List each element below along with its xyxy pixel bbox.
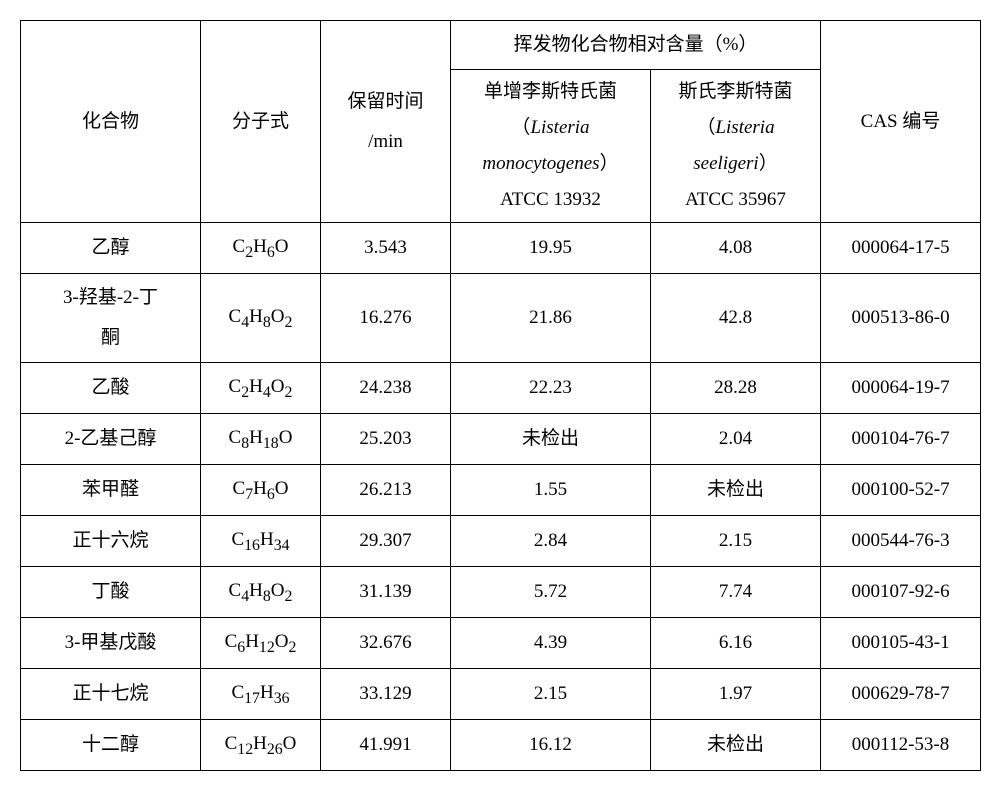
th-formula: 分子式 — [201, 21, 321, 223]
cell-v1: 2.84 — [451, 516, 651, 567]
cell-retention: 33.129 — [321, 669, 451, 720]
cell-cas: 000544-76-3 — [821, 516, 981, 567]
cell-retention: 24.238 — [321, 363, 451, 414]
cell-v1: 4.39 — [451, 618, 651, 669]
th-species2: 斯氏李斯特菌 （Listeria seeligeri） ATCC 35967 — [651, 69, 821, 222]
sp1-l3b: ） — [600, 153, 619, 174]
cell-compound: 3-甲基戊酸 — [21, 618, 201, 669]
sp2-l4: ATCC 35967 — [685, 189, 786, 210]
cell-v1: 21.86 — [451, 274, 651, 363]
cell-compound: 丁酸 — [21, 567, 201, 618]
th-rt-l1: 保留时间 — [347, 91, 423, 112]
th-compound: 化合物 — [21, 21, 201, 223]
cell-retention: 29.307 — [321, 516, 451, 567]
cell-compound: 十二醇 — [21, 720, 201, 771]
cell-formula: C12H26O — [201, 720, 321, 771]
cell-retention: 25.203 — [321, 414, 451, 465]
sp2-l2b: Listeria — [715, 117, 774, 138]
table-row: 正十七烷C17H3633.1292.151.97000629-78-7 — [21, 669, 981, 720]
cell-formula: C16H34 — [201, 516, 321, 567]
table-row: 丁酸C4H8O231.1395.727.74000107-92-6 — [21, 567, 981, 618]
cell-v2: 4.08 — [651, 223, 821, 274]
data-table: 化合物 分子式 保留时间 /min 挥发物化合物相对含量（%） CAS 编号 单… — [20, 20, 981, 771]
cell-cas: 000104-76-7 — [821, 414, 981, 465]
cell-v2: 2.15 — [651, 516, 821, 567]
cell-v2: 2.04 — [651, 414, 821, 465]
table-row: 2-乙基己醇C8H18O25.203未检出2.04000104-76-7 — [21, 414, 981, 465]
table-row: 正十六烷C16H3429.3072.842.15000544-76-3 — [21, 516, 981, 567]
cell-cas: 000105-43-1 — [821, 618, 981, 669]
cell-v1: 19.95 — [451, 223, 651, 274]
cell-v1: 16.12 — [451, 720, 651, 771]
sp2-l3b: ） — [759, 153, 778, 174]
table-row: 十二醇C12H26O41.99116.12未检出000112-53-8 — [21, 720, 981, 771]
cell-v2: 28.28 — [651, 363, 821, 414]
cell-cas: 000107-92-6 — [821, 567, 981, 618]
sp2-l2a: （ — [696, 117, 715, 138]
cell-formula: C7H6O — [201, 465, 321, 516]
cell-v2: 7.74 — [651, 567, 821, 618]
cell-cas: 000513-86-0 — [821, 274, 981, 363]
cell-formula: C2H6O — [201, 223, 321, 274]
th-retention: 保留时间 /min — [321, 21, 451, 223]
cell-v1: 22.23 — [451, 363, 651, 414]
cell-v2: 未检出 — [651, 465, 821, 516]
table-row: 乙酸C2H4O224.23822.2328.28000064-19-7 — [21, 363, 981, 414]
table-row: 3-甲基戊酸C6H12O232.6764.396.16000105-43-1 — [21, 618, 981, 669]
th-cas: CAS 编号 — [821, 21, 981, 223]
th-species1: 单增李斯特氏菌 （Listeria monocytogenes） ATCC 13… — [451, 69, 651, 222]
cell-formula: C4H8O2 — [201, 274, 321, 363]
sp1-l3: monocytogenes — [482, 153, 599, 174]
th-voc: 挥发物化合物相对含量（%） — [451, 21, 821, 70]
cell-v1: 2.15 — [451, 669, 651, 720]
cell-compound: 乙醇 — [21, 223, 201, 274]
cell-v2: 1.97 — [651, 669, 821, 720]
cell-cas: 000112-53-8 — [821, 720, 981, 771]
cell-retention: 26.213 — [321, 465, 451, 516]
cell-retention: 16.276 — [321, 274, 451, 363]
table-body: 乙醇C2H6O3.54319.954.08000064-17-53-羟基-2-丁… — [21, 223, 981, 771]
cell-retention: 32.676 — [321, 618, 451, 669]
sp1-l1: 单增李斯特氏菌 — [484, 81, 617, 102]
cell-cas: 000064-17-5 — [821, 223, 981, 274]
sp1-l4: ATCC 13932 — [500, 189, 601, 210]
sp2-l3: seeligeri — [693, 153, 758, 174]
cell-retention: 31.139 — [321, 567, 451, 618]
cell-cas: 000629-78-7 — [821, 669, 981, 720]
cell-v1: 5.72 — [451, 567, 651, 618]
table-row: 苯甲醛C7H6O26.2131.55未检出000100-52-7 — [21, 465, 981, 516]
cell-formula: C2H4O2 — [201, 363, 321, 414]
cell-v1: 1.55 — [451, 465, 651, 516]
cell-v2: 42.8 — [651, 274, 821, 363]
cell-retention: 41.991 — [321, 720, 451, 771]
table-row: 乙醇C2H6O3.54319.954.08000064-17-5 — [21, 223, 981, 274]
cell-cas: 000100-52-7 — [821, 465, 981, 516]
sp1-l2a: （ — [511, 117, 530, 138]
cell-formula: C17H36 — [201, 669, 321, 720]
cell-formula: C6H12O2 — [201, 618, 321, 669]
table-row: 3-羟基-2-丁酮C4H8O216.27621.8642.8000513-86-… — [21, 274, 981, 363]
cell-v1: 未检出 — [451, 414, 651, 465]
cell-compound: 正十七烷 — [21, 669, 201, 720]
cell-compound: 正十六烷 — [21, 516, 201, 567]
cell-compound: 2-乙基己醇 — [21, 414, 201, 465]
sp1-l2b: Listeria — [530, 117, 589, 138]
cell-cas: 000064-19-7 — [821, 363, 981, 414]
cell-retention: 3.543 — [321, 223, 451, 274]
cell-formula: C8H18O — [201, 414, 321, 465]
cell-v2: 未检出 — [651, 720, 821, 771]
sp2-l1: 斯氏李斯特菌 — [679, 81, 793, 102]
cell-formula: C4H8O2 — [201, 567, 321, 618]
cell-compound: 3-羟基-2-丁酮 — [21, 274, 201, 363]
cell-v2: 6.16 — [651, 618, 821, 669]
cell-compound: 苯甲醛 — [21, 465, 201, 516]
cell-compound: 乙酸 — [21, 363, 201, 414]
th-rt-l2: /min — [368, 131, 403, 152]
